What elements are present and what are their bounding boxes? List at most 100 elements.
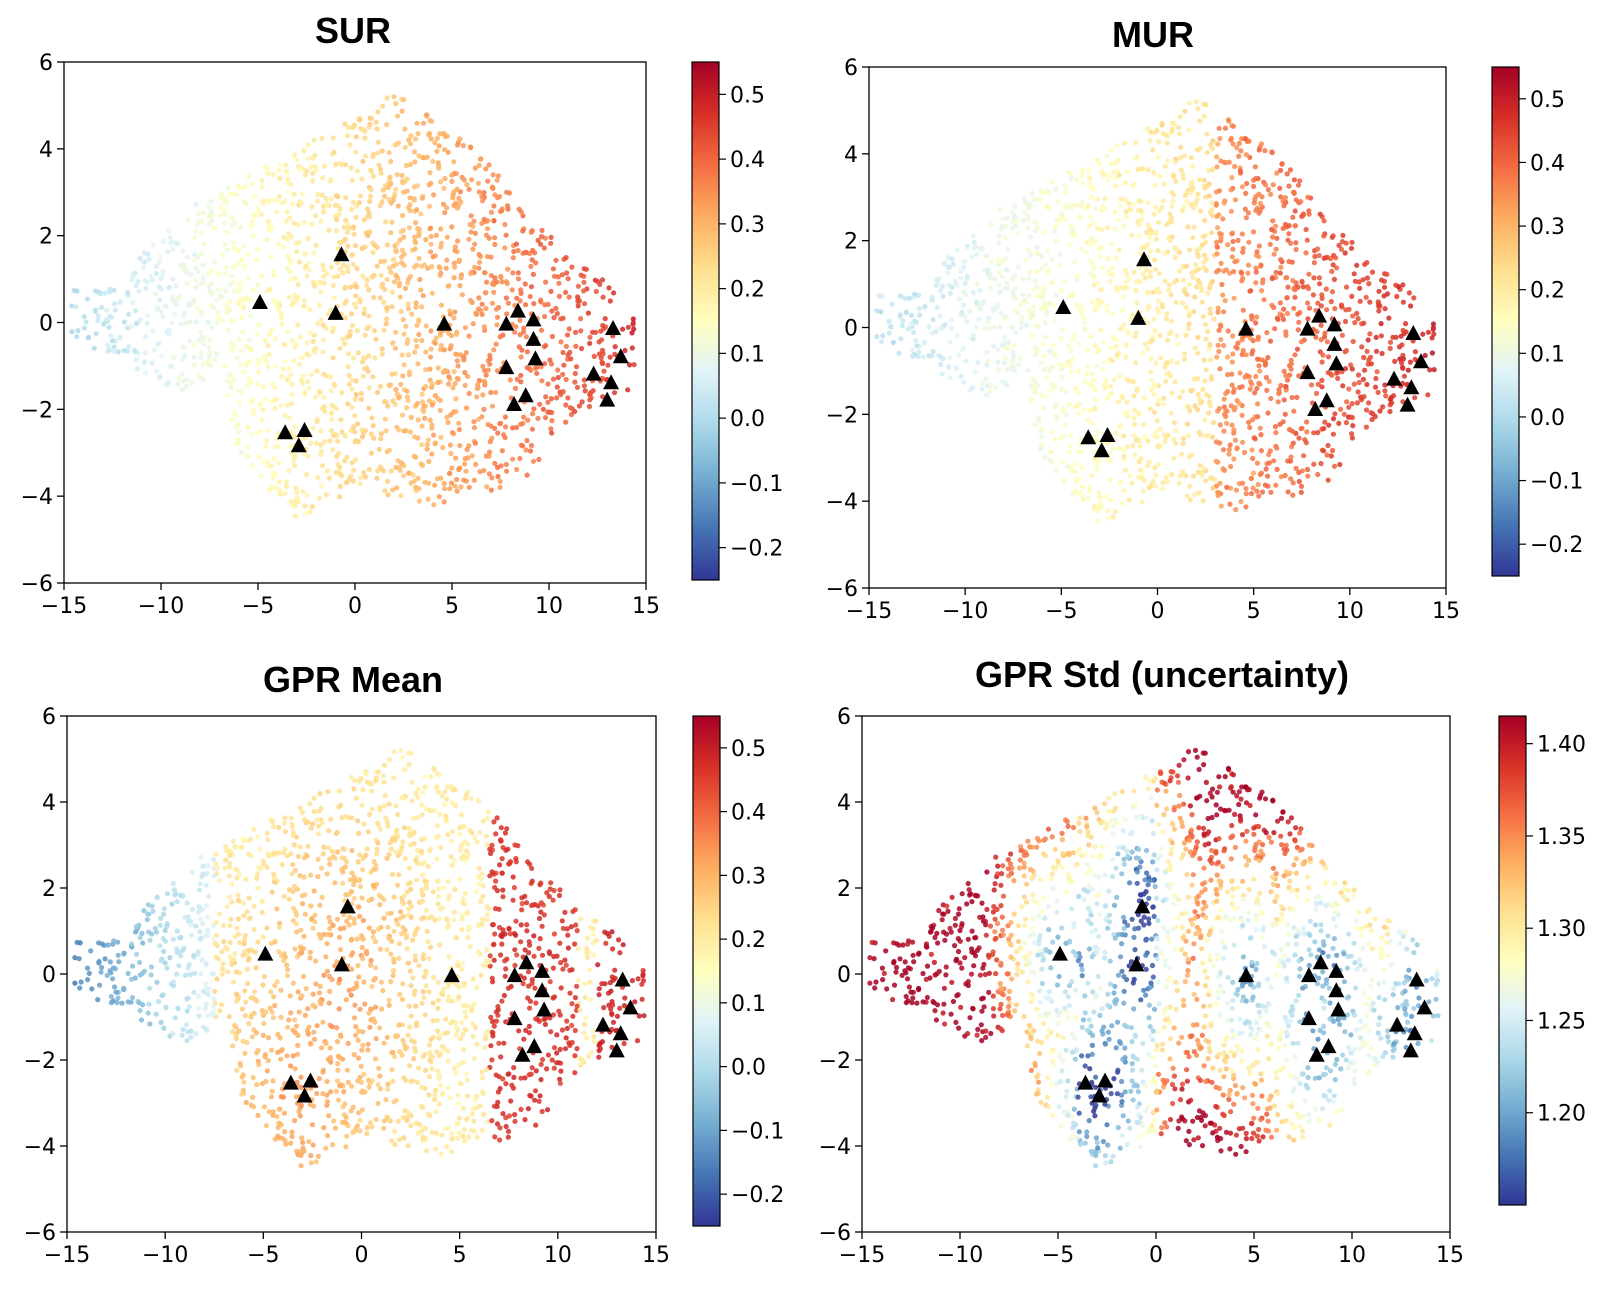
scatter-point bbox=[230, 245, 236, 251]
scatter-point bbox=[1118, 196, 1124, 202]
scatter-point bbox=[227, 923, 233, 929]
scatter-point bbox=[436, 143, 442, 149]
scatter-point bbox=[1265, 355, 1271, 361]
scatter-point bbox=[239, 300, 245, 306]
scatter-point bbox=[492, 425, 498, 431]
scatter-point bbox=[1079, 484, 1085, 490]
scatter-point bbox=[899, 323, 906, 329]
scatter-point bbox=[285, 189, 292, 195]
scatter-point bbox=[442, 367, 448, 373]
scatter-point bbox=[1108, 147, 1114, 153]
scatter-point bbox=[532, 1097, 538, 1103]
scatter-point bbox=[226, 305, 232, 311]
scatter-point bbox=[1053, 186, 1059, 192]
scatter-point bbox=[314, 368, 320, 374]
scatter-point bbox=[1098, 286, 1104, 293]
scatter-point bbox=[388, 158, 394, 165]
scatter-point bbox=[930, 316, 936, 323]
scatter-point bbox=[399, 352, 405, 358]
scatter-point bbox=[1169, 234, 1175, 240]
scatter-point bbox=[1305, 300, 1311, 306]
scatter-point bbox=[371, 294, 377, 301]
scatter-point bbox=[513, 856, 519, 862]
scatter-point bbox=[1154, 418, 1160, 424]
scatter-point bbox=[453, 409, 459, 415]
scatter-point bbox=[1340, 232, 1346, 238]
scatter-point bbox=[412, 957, 419, 963]
scatter-point bbox=[1343, 347, 1350, 354]
scatter-point bbox=[399, 172, 405, 178]
scatter-point bbox=[444, 133, 450, 139]
scatter-point bbox=[1110, 311, 1116, 318]
scatter-point bbox=[1378, 321, 1384, 327]
scatter-point bbox=[476, 416, 482, 422]
scatter-point bbox=[974, 251, 980, 257]
scatter-point bbox=[1339, 239, 1345, 245]
scatter-point bbox=[422, 1051, 428, 1057]
scatter-point bbox=[1159, 302, 1165, 308]
scatter-point bbox=[1277, 185, 1283, 191]
scatter-point bbox=[1152, 465, 1158, 471]
scatter-point bbox=[497, 862, 503, 868]
scatter-point bbox=[1281, 203, 1287, 209]
scatter-point bbox=[494, 322, 500, 328]
scatter-point bbox=[1231, 386, 1237, 392]
scatter-point bbox=[342, 301, 348, 307]
scatter-point bbox=[1063, 412, 1069, 418]
scatter-point bbox=[391, 279, 398, 285]
scatter-point bbox=[290, 980, 296, 986]
scatter-point bbox=[1155, 154, 1161, 160]
y-tick-label: −2 bbox=[826, 403, 858, 428]
scatter-point bbox=[1004, 215, 1010, 221]
scatter-point bbox=[1041, 367, 1047, 373]
scatter-point bbox=[399, 108, 405, 114]
scatter-point bbox=[1298, 483, 1305, 489]
scatter-point bbox=[505, 985, 511, 991]
scatter-point bbox=[358, 776, 364, 782]
scatter-point bbox=[1107, 345, 1113, 351]
scatter-point bbox=[584, 1035, 590, 1041]
scatter-point bbox=[447, 486, 453, 492]
scatter-point bbox=[1375, 299, 1381, 305]
scatter-point bbox=[584, 946, 590, 952]
scatter-point bbox=[310, 925, 316, 931]
scatter-point bbox=[437, 265, 443, 271]
scatter-point bbox=[346, 922, 352, 928]
scatter-point bbox=[1274, 445, 1280, 451]
scatter-point bbox=[1339, 304, 1345, 310]
scatter-point bbox=[563, 289, 569, 295]
scatter-point bbox=[600, 294, 606, 300]
scatter-point bbox=[938, 288, 944, 294]
scatter-point bbox=[308, 1153, 314, 1159]
scatter-point bbox=[451, 159, 457, 165]
scatter-point bbox=[591, 1034, 597, 1040]
scatter-point bbox=[1186, 127, 1192, 133]
scatter-point bbox=[1382, 382, 1388, 388]
scatter-point bbox=[381, 803, 388, 809]
scatter-point bbox=[1220, 466, 1226, 472]
scatter-point bbox=[1124, 272, 1130, 278]
scatter-point bbox=[1095, 439, 1101, 445]
scatter-point bbox=[498, 1054, 504, 1060]
scatter-point bbox=[268, 463, 275, 469]
scatter-point bbox=[1095, 518, 1101, 524]
scatter-point bbox=[391, 928, 397, 934]
scatter-point bbox=[426, 398, 432, 404]
scatter-point bbox=[135, 366, 141, 372]
scatter-point bbox=[1250, 455, 1256, 462]
scatter-point bbox=[1306, 271, 1312, 277]
scatter-point bbox=[393, 464, 399, 470]
scatter-point bbox=[1148, 369, 1154, 375]
scatter-point bbox=[1039, 426, 1045, 432]
scatter-point bbox=[441, 486, 448, 492]
scatter-point bbox=[1114, 337, 1120, 343]
scatter-point bbox=[1168, 292, 1174, 298]
scatter-point bbox=[1222, 125, 1228, 131]
scatter-point bbox=[400, 981, 406, 987]
scatter-point bbox=[1351, 381, 1357, 387]
scatter-point bbox=[355, 1055, 362, 1061]
scatter-point bbox=[168, 364, 174, 370]
scatter-point bbox=[92, 288, 98, 294]
scatter-point bbox=[880, 333, 886, 339]
scatter-point bbox=[1062, 183, 1068, 189]
